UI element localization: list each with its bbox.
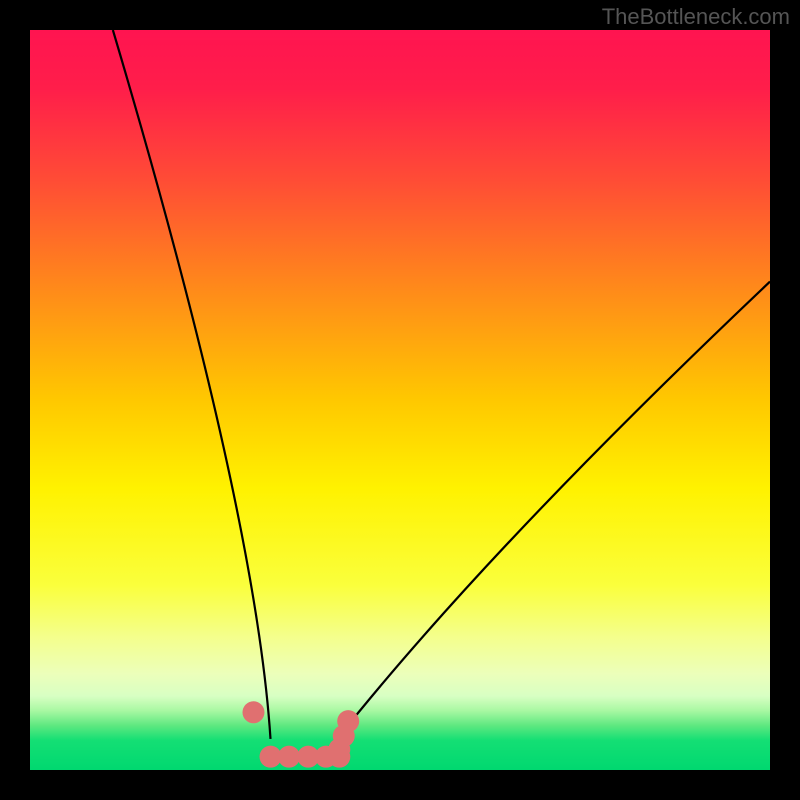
marker-dot: [278, 746, 300, 768]
chart-container: TheBottleneck.com: [0, 0, 800, 800]
curves-layer: [30, 30, 770, 770]
trough-markers: [242, 701, 359, 767]
watermark-text: TheBottleneck.com: [602, 4, 790, 30]
left-curve: [113, 30, 271, 739]
marker-dot: [242, 701, 264, 723]
right-curve: [337, 282, 770, 739]
plot-area: [30, 30, 770, 770]
marker-dot: [337, 710, 359, 732]
